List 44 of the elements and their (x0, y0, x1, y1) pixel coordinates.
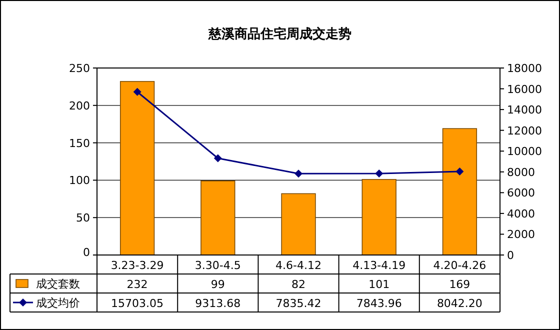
x-tick-label: 4.6-4.12 (276, 259, 322, 272)
y-tick-label: 250 (69, 62, 90, 75)
legend-label: 成交套数 (36, 278, 80, 290)
data-label: 15703.05 (111, 297, 164, 310)
data-label: 9313.68 (195, 297, 241, 310)
y2-tick-label: 12000 (507, 124, 542, 138)
bar (120, 81, 155, 256)
x-tick-label: 4.20-4.26 (433, 259, 486, 272)
y-tick-label: 100 (69, 174, 90, 188)
bar (281, 193, 316, 256)
data-label: 101 (368, 278, 390, 291)
y2-tick-label: 8000 (507, 166, 535, 179)
bar (200, 180, 236, 256)
y-tick-label: 50 (76, 212, 90, 225)
y2-tick-label: 4000 (507, 207, 535, 220)
x-tick-label: 3.30-4.5 (194, 259, 241, 272)
y-tick-label: 150 (69, 136, 90, 150)
y2-tick-label: 0 (507, 249, 514, 262)
y2-tick-label: 14000 (507, 104, 542, 117)
bar (442, 128, 478, 256)
y2-tick-label: 18000 (507, 62, 542, 75)
data-label: 232 (126, 278, 148, 291)
data-label: 82 (292, 278, 306, 291)
y2-tick-label: 16000 (507, 82, 542, 96)
point (133, 88, 142, 96)
y2-tick-label: 2000 (507, 228, 535, 242)
x-tick-label: 3.23-3.29 (110, 259, 164, 272)
y-tick-label: 0 (83, 246, 90, 259)
chart-title: 慈溪商品住宅周成交走势 (208, 26, 352, 42)
data-label: 169 (449, 278, 470, 291)
bar (362, 179, 396, 256)
point (456, 167, 464, 176)
data-label: 7843.96 (356, 297, 402, 310)
point (294, 170, 302, 178)
data-label: 99 (210, 278, 225, 291)
y2-tick-label: 6000 (507, 186, 535, 200)
point (214, 154, 222, 162)
data-label: 7835.42 (276, 297, 322, 310)
legend-label: 成交均价 (36, 296, 80, 310)
y-tick-label: 200 (69, 99, 90, 112)
data-label: 8042.20 (436, 297, 482, 310)
y2-tick-label: 10000 (507, 145, 542, 158)
x-tick-label: 4.13-4.19 (352, 259, 406, 272)
point (375, 170, 384, 178)
